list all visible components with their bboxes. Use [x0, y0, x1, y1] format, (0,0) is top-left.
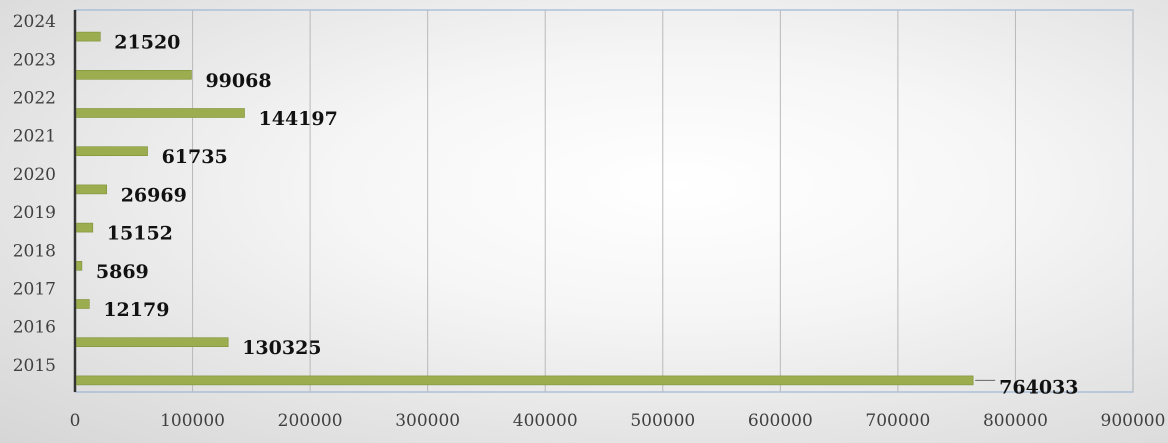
y-tick-label: 2019 [13, 203, 56, 223]
x-tick-label: 200000 [278, 411, 343, 431]
x-tick-label: 800000 [983, 411, 1048, 431]
y-tick-label: 2021 [13, 127, 56, 147]
data-label: 144197 [259, 108, 338, 130]
y-tick-label: 2017 [13, 280, 56, 300]
x-tick-label: 0 [70, 411, 81, 431]
bar [76, 337, 229, 348]
plot-area-border [74, 9, 1134, 393]
y-tick-label: 2016 [13, 318, 56, 338]
x-tick-label: 900000 [1101, 411, 1166, 431]
y-tick-label: 2015 [13, 356, 56, 376]
x-tick-label: 300000 [395, 411, 460, 431]
data-label: 61735 [162, 146, 228, 168]
data-label: 26969 [121, 184, 187, 206]
y-tick-label: 2020 [13, 165, 56, 185]
bar [76, 260, 83, 271]
data-label: 15152 [107, 223, 173, 245]
data-label: 99068 [205, 70, 271, 92]
bar [76, 299, 90, 309]
bar [76, 108, 245, 118]
x-tick-label: 500000 [630, 411, 695, 431]
bar [76, 146, 148, 156]
y-tick-label: 2023 [13, 50, 56, 70]
y-tick-label: 2022 [13, 89, 56, 109]
x-tick-label: 400000 [513, 411, 578, 431]
bar [76, 184, 108, 195]
y-tick-label: 2018 [13, 241, 56, 261]
y-tick-label: 2024 [13, 12, 56, 32]
data-label: 130325 [242, 337, 321, 359]
data-label: 5869 [96, 261, 149, 283]
x-tick-label: 100000 [160, 411, 225, 431]
data-label: 764033 [999, 376, 1078, 398]
bar [76, 222, 94, 233]
x-tick-label: 700000 [865, 411, 930, 431]
bar [76, 31, 101, 42]
bar [76, 375, 974, 386]
data-label: 12179 [103, 299, 169, 321]
x-tick-label: 600000 [748, 411, 813, 431]
bar [76, 70, 192, 80]
data-label: 21520 [114, 32, 180, 54]
